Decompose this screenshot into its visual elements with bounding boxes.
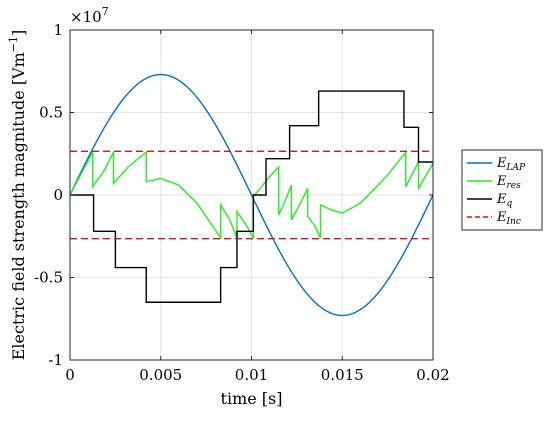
y-tick-label: -0.5 [34, 269, 63, 287]
series-line-q [70, 90, 433, 303]
x-tick-label: 0.015 [321, 366, 364, 384]
series-line-res [70, 150, 433, 241]
y-tick-label: 0 [53, 186, 63, 204]
y-tick-label: -1 [48, 351, 63, 369]
y-axis-scale-factor: ×107 [70, 5, 109, 26]
legend-label-res: Eres [496, 174, 521, 191]
data-layer [70, 73, 433, 317]
x-tick-label: 0.01 [235, 366, 268, 384]
y-axis-label-bracket: ] [9, 30, 28, 36]
y-tick-label: 1 [53, 21, 63, 39]
legend-label-q: Eq [496, 192, 513, 209]
x-axis-label: time [s] [221, 389, 283, 408]
y-tick-label: 0.5 [39, 104, 63, 122]
x-tick-label: 0 [65, 366, 75, 384]
y-axis-label: Electric field strength magnitude [Vm−1] [7, 30, 28, 361]
x-tick-label: 0.02 [416, 366, 449, 384]
legend-label-inc: EInc [496, 210, 521, 227]
x-tick-label: 0.005 [139, 366, 182, 384]
tick-layer: 0 0.005 0.01 0.015 0.02 -1 -0.5 0 0.5 1 [34, 21, 450, 384]
legend-label-lap: ELAP [496, 156, 526, 173]
y-axis-label-exponent: −1 [7, 36, 20, 52]
series-line-lap [70, 73, 433, 317]
y-axis-scale-exponent: 7 [102, 5, 109, 18]
